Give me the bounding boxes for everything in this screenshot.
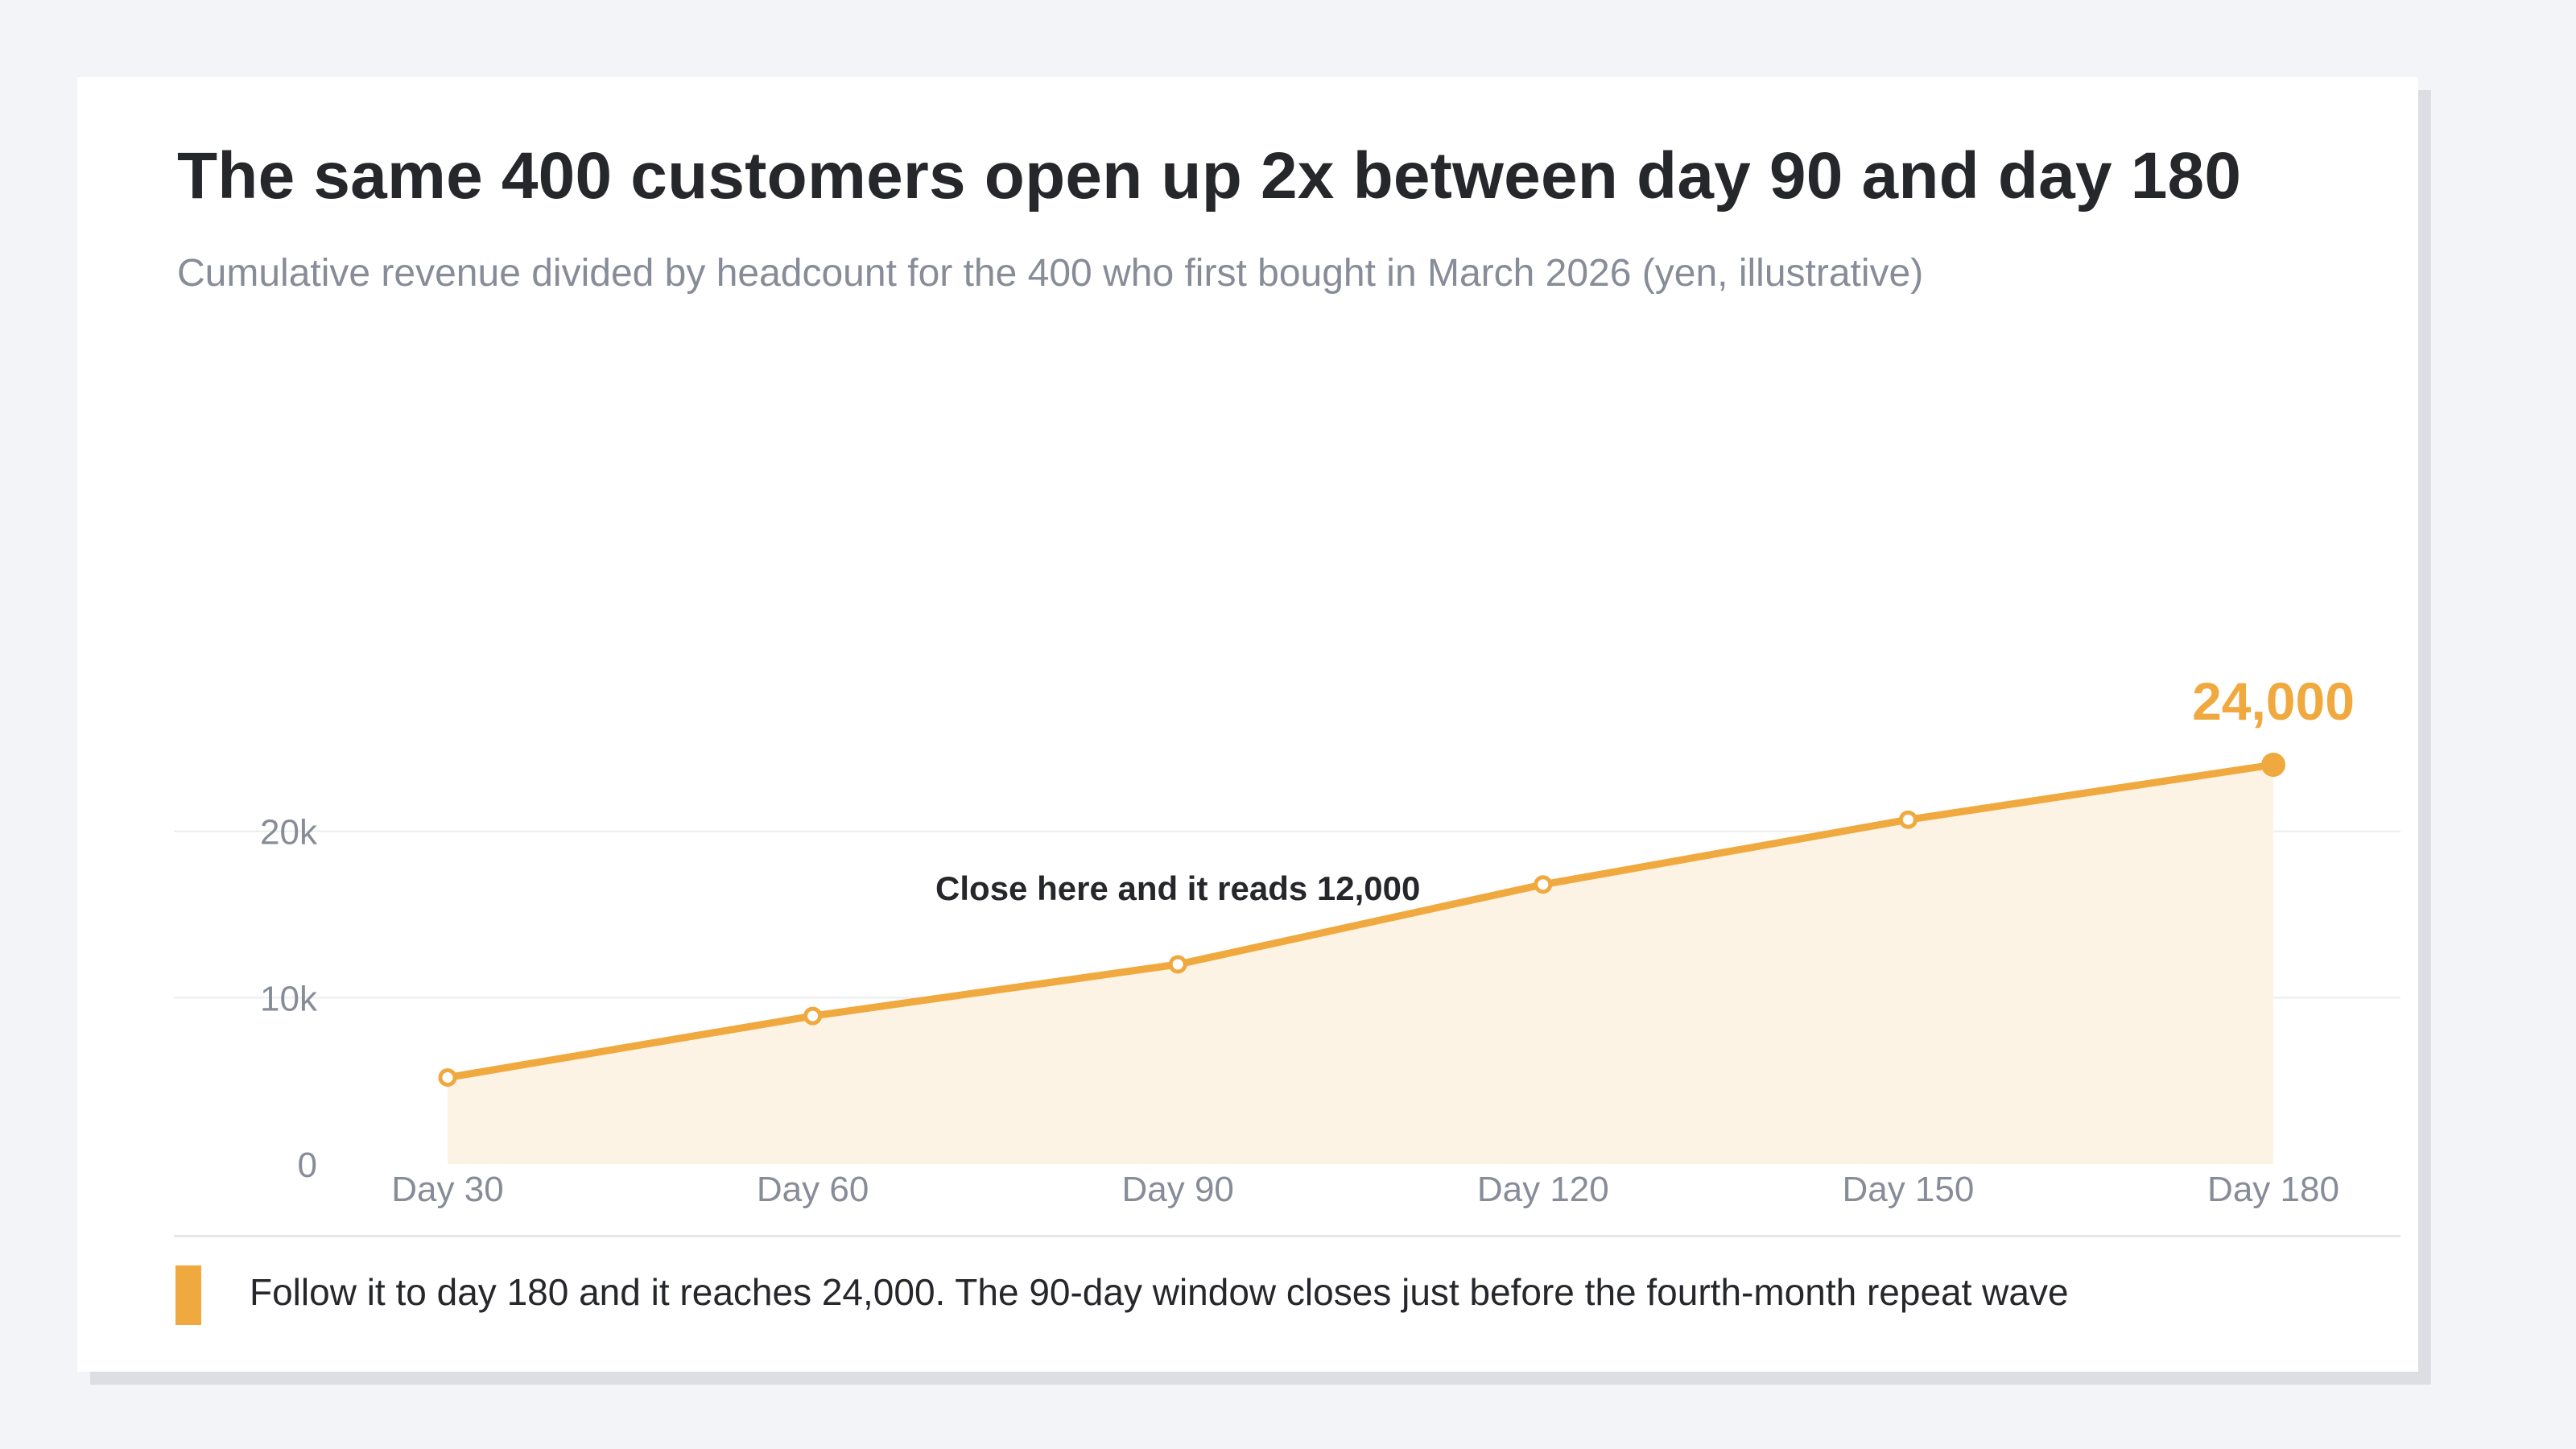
x-tick-label: Day 60 — [757, 1170, 869, 1209]
x-tick-label: Day 180 — [2207, 1170, 2339, 1209]
y-tick-label: 0 — [298, 1146, 317, 1185]
footer-note: Follow it to day 180 and it reaches 24,0… — [250, 1271, 2069, 1313]
area-fill — [448, 765, 2273, 1164]
data-point — [1534, 875, 1553, 894]
x-tick-label: Day 30 — [391, 1170, 503, 1209]
series-line — [444, 761, 2277, 1081]
data-point — [1168, 955, 1187, 974]
data-point — [803, 1006, 823, 1026]
annotation-halo: Close here and it reads 12,000 — [935, 869, 1420, 907]
x-tick-label: Day 150 — [1842, 1170, 1974, 1209]
y-tick-label: 20k — [260, 813, 318, 852]
end-value-label: 24,000 — [2192, 671, 2355, 731]
footer-accent-swatch — [175, 1265, 201, 1325]
x-tick-label: Day 120 — [1477, 1170, 1609, 1209]
y-tick-label: 10k — [260, 979, 318, 1018]
chart-subtitle: Cumulative revenue divided by headcount … — [177, 252, 1924, 295]
line-area-chart: 0 10k 20k Day 30 Day 60 Day 90 Day 120 Day 150… — [174, 671, 2401, 1209]
x-tick-label: Day 90 — [1121, 1170, 1233, 1209]
data-points — [438, 753, 2285, 1088]
chart-card: The same 400 customers open up 2x betwee… — [77, 77, 2418, 1372]
chart-title: The same 400 customers open up 2x betwee… — [177, 139, 2242, 213]
x-axis-ticks: Day 30 Day 60 Day 90 Day 120 Day 150 Day 180 — [391, 1170, 2339, 1209]
data-point-end — [2261, 753, 2285, 777]
annotation-label: Close here and it reads 12,000 — [935, 869, 1420, 907]
data-point — [438, 1068, 457, 1088]
data-point — [1898, 810, 1918, 829]
y-axis-ticks: 0 10k 20k — [260, 813, 318, 1185]
footer-divider — [174, 1235, 2401, 1237]
